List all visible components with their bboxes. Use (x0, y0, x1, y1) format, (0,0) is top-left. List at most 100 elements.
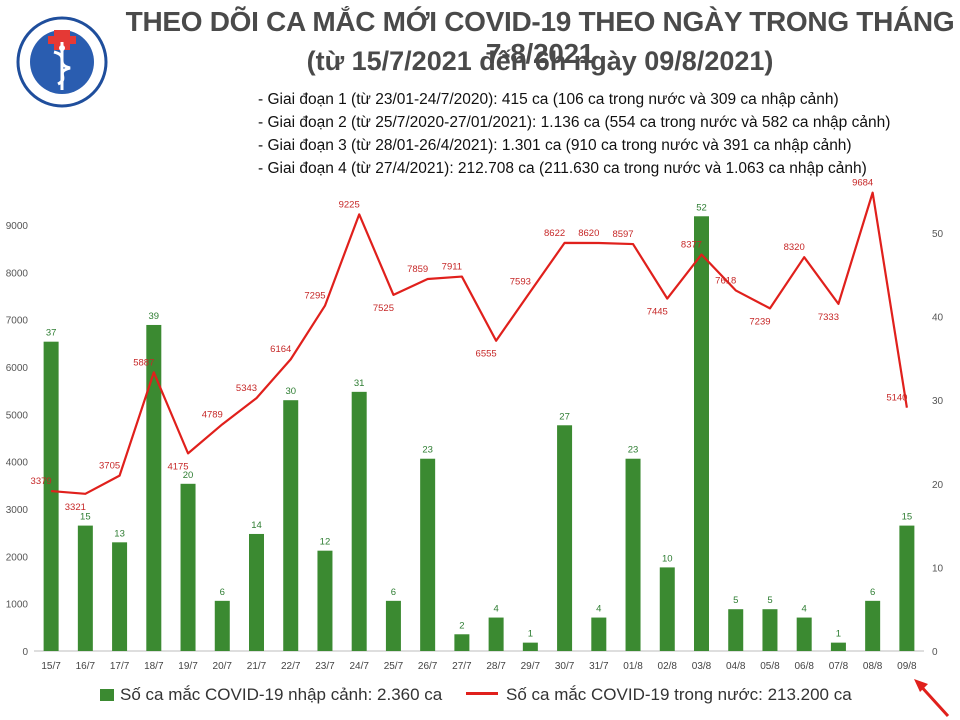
y-left-tick-label: 3000 (6, 505, 29, 516)
x-tick-label: 01/8 (623, 661, 643, 672)
legend-domestic-label: Số ca mắc COVID-19 trong nước: 213.200 c… (506, 685, 852, 704)
bar-imported (557, 425, 573, 651)
x-tick-label: 16/7 (76, 661, 96, 672)
x-tick-label: 27/7 (452, 661, 472, 672)
x-tick-label: 30/7 (555, 661, 575, 672)
y-right-tick-label: 10 (932, 563, 944, 574)
line-data-label: 4789 (202, 409, 223, 420)
bar-data-label: 52 (696, 202, 707, 213)
bar-data-label: 6 (870, 587, 875, 598)
legend-entry-imported: Số ca mắc COVID-19 nhập cảnh: 2.360 ca (100, 685, 442, 705)
y-left-tick-label: 0 (22, 647, 28, 658)
x-tick-label: 20/7 (213, 661, 233, 672)
x-tick-label: 31/7 (589, 661, 609, 672)
y-left-tick-label: 6000 (6, 363, 29, 374)
x-tick-label: 03/8 (692, 661, 712, 672)
bar-data-label: 23 (628, 445, 639, 456)
line-data-label: 7239 (749, 316, 770, 327)
chart-title: THEO DÕI CA MẮC MỚI COVID-19 THEO NGÀY T… (125, 6, 955, 69)
ministry-of-health-logo (16, 16, 108, 108)
bar-data-label: 15 (80, 512, 91, 523)
bar-imported (522, 642, 538, 651)
x-tick-label: 25/7 (384, 661, 404, 672)
bar-imported (77, 525, 93, 651)
x-tick-label: 08/8 (863, 661, 883, 672)
series-line-domestic (51, 191, 908, 495)
bar-data-label: 30 (285, 386, 296, 397)
bar-imported (317, 550, 333, 651)
x-tick-label: 06/8 (794, 661, 814, 672)
bar-imported (454, 634, 470, 651)
bar-imported (728, 609, 744, 651)
bar-data-label: 4 (493, 604, 498, 615)
x-tick-label: 26/7 (418, 661, 438, 672)
y-right-tick-label: 30 (932, 396, 944, 407)
y-left-tick-label: 8000 (6, 268, 29, 279)
line-data-label: 5343 (236, 383, 257, 394)
phase-summary-list: - Giai đoạn 1 (từ 23/01-24/7/2020): 415 … (258, 88, 890, 180)
bar-imported (865, 600, 881, 651)
x-tick-label: 07/8 (829, 661, 849, 672)
bar-data-label: 37 (46, 328, 57, 339)
bar-imported (180, 483, 196, 651)
y-right-tick-label: 40 (932, 313, 944, 324)
y-right-tick-label: 0 (932, 647, 938, 658)
bar-imported (694, 216, 709, 651)
bar-data-label: 31 (354, 378, 365, 389)
phase-1-summary: - Giai đoạn 1 (từ 23/01-24/7/2020): 415 … (258, 91, 839, 108)
line-data-label: 8620 (578, 228, 599, 239)
chart-subtitle: (từ 15/7/2021 đến 6h ngày 09/8/2021) (306, 46, 774, 76)
x-tick-label: 04/8 (726, 661, 746, 672)
bar-imported (420, 458, 436, 651)
bar-imported (214, 600, 230, 651)
bar-imported (625, 458, 641, 651)
phase-2-summary: - Giai đoạn 2 (từ 25/7/2020-27/01/2021):… (258, 114, 891, 131)
bar-imported (385, 600, 401, 651)
line-data-label: 7333 (818, 312, 839, 323)
line-data-label: 9684 (852, 178, 873, 189)
y-left-tick-label: 9000 (6, 221, 29, 232)
line-data-label: 7525 (373, 303, 394, 314)
line-data-label: 3705 (99, 461, 120, 472)
line-data-label: 6555 (476, 349, 497, 360)
x-tick-label: 15/7 (41, 661, 61, 672)
line-data-label: 3379 (31, 476, 52, 487)
line-data-label: 7445 (647, 307, 668, 318)
bar-data-label: 1 (836, 629, 841, 640)
bar-imported (283, 400, 299, 651)
line-data-label: 3321 (65, 502, 86, 513)
bar-data-label: 15 (902, 512, 913, 523)
line-data-label: 5887 (133, 357, 154, 368)
line-data-label: 5140 (886, 393, 907, 404)
bar-data-label: 6 (391, 587, 396, 598)
line-data-label: 7593 (510, 277, 531, 288)
bar-data-label: 5 (733, 595, 738, 606)
x-tick-label: 21/7 (247, 661, 267, 672)
bar-data-label: 1 (528, 629, 533, 640)
y-left-tick-label: 5000 (6, 410, 29, 421)
x-tick-label: 24/7 (349, 661, 369, 672)
line-data-label: 6164 (270, 344, 291, 355)
bar-imported (762, 609, 778, 651)
bar-imported (43, 341, 59, 651)
x-tick-label: 09/8 (897, 661, 917, 672)
x-tick-label: 05/8 (760, 661, 780, 672)
bar-data-label: 4 (596, 604, 601, 615)
legend-imported-label: Số ca mắc COVID-19 nhập cảnh: 2.360 ca (120, 685, 443, 704)
phase-4-summary: - Giai đoạn 4 (từ 27/4/2021): 212.708 ca… (258, 160, 867, 177)
x-tick-label: 22/7 (281, 661, 301, 672)
y-left-tick-label: 4000 (6, 458, 29, 469)
bar-data-label: 39 (149, 311, 160, 322)
bar-imported (796, 617, 812, 651)
line-data-label: 7295 (304, 291, 325, 302)
bar-data-label: 4 (802, 604, 807, 615)
bar-data-label: 13 (114, 528, 125, 539)
bar-imported (591, 617, 607, 651)
line-data-label: 9225 (339, 199, 360, 210)
line-data-label: 8377 (681, 239, 702, 250)
line-data-label: 8320 (784, 242, 805, 253)
x-tick-label: 17/7 (110, 661, 130, 672)
bar-data-label: 12 (320, 537, 331, 548)
bar-data-label: 27 (559, 411, 570, 422)
legend-bar-swatch (100, 689, 114, 701)
